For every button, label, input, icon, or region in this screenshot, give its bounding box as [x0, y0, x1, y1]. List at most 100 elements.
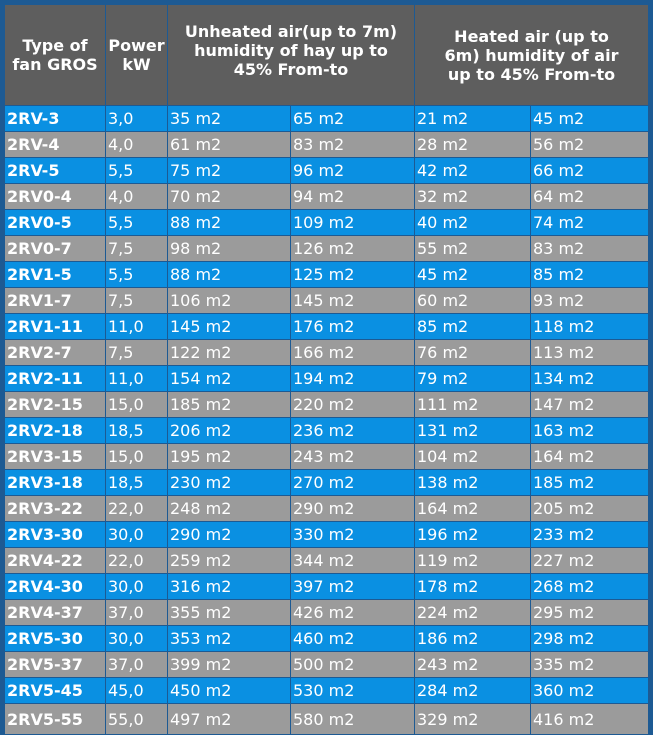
cell-unheated-to: 125 m2 [290, 261, 415, 288]
cell-heated-to: 56 m2 [529, 131, 650, 158]
table-row: 2RV4-22 22,0 259 m2 344 m2 119 m2 227 m2 [4, 547, 650, 574]
cell-unheated-from: 98 m2 [167, 235, 291, 262]
cell-heated-to: 163 m2 [529, 417, 650, 444]
header-type: Type of fan GROS [4, 4, 106, 106]
cell-unheated-from: 35 m2 [167, 105, 291, 132]
cell-unheated-to: 65 m2 [290, 105, 415, 132]
cell-power: 11,0 [105, 365, 168, 392]
fan-specs-table: Type of fan GROS Power kW Unheated air(u… [4, 4, 650, 735]
cell-type: 2RV-3 [4, 105, 106, 132]
cell-heated-from: 119 m2 [414, 547, 531, 574]
cell-heated-from: 329 m2 [414, 703, 531, 735]
table-row: 2RV0-5 5,5 88 m2 109 m2 40 m2 74 m2 [4, 209, 650, 236]
cell-heated-from: 138 m2 [414, 469, 531, 496]
cell-heated-to: 233 m2 [529, 521, 650, 548]
cell-type: 2RV3-22 [4, 495, 106, 522]
cell-power: 30,0 [105, 625, 168, 652]
cell-type: 2RV1-11 [4, 313, 106, 340]
cell-power: 37,0 [105, 651, 168, 678]
cell-power: 5,5 [105, 261, 168, 288]
cell-heated-from: 40 m2 [414, 209, 531, 236]
cell-power: 15,0 [105, 391, 168, 418]
cell-heated-to: 45 m2 [529, 105, 650, 132]
header-row: Type of fan GROS Power kW Unheated air(u… [4, 4, 650, 106]
cell-unheated-to: 83 m2 [290, 131, 415, 158]
cell-heated-from: 28 m2 [414, 131, 531, 158]
cell-power: 18,5 [105, 417, 168, 444]
cell-unheated-to: 236 m2 [290, 417, 415, 444]
cell-heated-to: 134 m2 [529, 365, 650, 392]
table-row: 2RV3-15 15,0 195 m2 243 m2 104 m2 164 m2 [4, 443, 650, 470]
cell-heated-to: 74 m2 [529, 209, 650, 236]
table-row: 2RV-5 5,5 75 m2 96 m2 42 m2 66 m2 [4, 157, 650, 184]
cell-unheated-from: 248 m2 [167, 495, 291, 522]
cell-unheated-from: 497 m2 [167, 703, 291, 735]
table-row: 2RV2-15 15,0 185 m2 220 m2 111 m2 147 m2 [4, 391, 650, 418]
cell-type: 2RV5-55 [4, 703, 106, 735]
cell-unheated-to: 460 m2 [290, 625, 415, 652]
cell-unheated-from: 450 m2 [167, 677, 291, 704]
cell-unheated-to: 109 m2 [290, 209, 415, 236]
cell-power: 55,0 [105, 703, 168, 735]
table-row: 2RV3-30 30,0 290 m2 330 m2 196 m2 233 m2 [4, 521, 650, 548]
cell-heated-to: 268 m2 [529, 573, 650, 600]
cell-heated-from: 45 m2 [414, 261, 531, 288]
cell-power: 7,5 [105, 235, 168, 262]
cell-unheated-from: 122 m2 [167, 339, 291, 366]
table-row: 2RV4-37 37,0 355 m2 426 m2 224 m2 295 m2 [4, 599, 650, 626]
table-row: 2RV1-5 5,5 88 m2 125 m2 45 m2 85 m2 [4, 261, 650, 288]
table-row: 2RV5-37 37,0 399 m2 500 m2 243 m2 335 m2 [4, 651, 650, 678]
cell-heated-to: 205 m2 [529, 495, 650, 522]
cell-type: 2RV-5 [4, 157, 106, 184]
cell-unheated-from: 61 m2 [167, 131, 291, 158]
table-row: 2RV1-7 7,5 106 m2 145 m2 60 m2 93 m2 [4, 287, 650, 314]
cell-heated-to: 335 m2 [529, 651, 650, 678]
cell-heated-to: 66 m2 [529, 157, 650, 184]
cell-heated-to: 295 m2 [529, 599, 650, 626]
cell-power: 5,5 [105, 209, 168, 236]
cell-unheated-to: 580 m2 [290, 703, 415, 735]
cell-type: 2RV1-7 [4, 287, 106, 314]
cell-unheated-to: 397 m2 [290, 573, 415, 600]
cell-unheated-from: 195 m2 [167, 443, 291, 470]
cell-heated-to: 147 m2 [529, 391, 650, 418]
cell-heated-from: 196 m2 [414, 521, 531, 548]
cell-heated-to: 227 m2 [529, 547, 650, 574]
cell-unheated-from: 399 m2 [167, 651, 291, 678]
cell-power: 22,0 [105, 547, 168, 574]
cell-unheated-from: 230 m2 [167, 469, 291, 496]
cell-type: 2RV0-5 [4, 209, 106, 236]
cell-power: 15,0 [105, 443, 168, 470]
cell-type: 2RV5-45 [4, 677, 106, 704]
cell-type: 2RV3-15 [4, 443, 106, 470]
cell-unheated-from: 88 m2 [167, 261, 291, 288]
table-row: 2RV-4 4,0 61 m2 83 m2 28 m2 56 m2 [4, 131, 650, 158]
cell-unheated-to: 330 m2 [290, 521, 415, 548]
cell-unheated-from: 259 m2 [167, 547, 291, 574]
cell-unheated-from: 206 m2 [167, 417, 291, 444]
cell-heated-from: 178 m2 [414, 573, 531, 600]
table-row: 2RV1-11 11,0 145 m2 176 m2 85 m2 118 m2 [4, 313, 650, 340]
cell-unheated-to: 145 m2 [290, 287, 415, 314]
cell-heated-to: 185 m2 [529, 469, 650, 496]
cell-unheated-from: 106 m2 [167, 287, 291, 314]
cell-unheated-from: 316 m2 [167, 573, 291, 600]
cell-power: 3,0 [105, 105, 168, 132]
cell-unheated-to: 176 m2 [290, 313, 415, 340]
cell-heated-from: 21 m2 [414, 105, 531, 132]
cell-power: 5,5 [105, 157, 168, 184]
cell-unheated-to: 220 m2 [290, 391, 415, 418]
cell-unheated-to: 166 m2 [290, 339, 415, 366]
cell-unheated-to: 194 m2 [290, 365, 415, 392]
cell-heated-to: 118 m2 [529, 313, 650, 340]
table-row: 2RV2-18 18,5 206 m2 236 m2 131 m2 163 m2 [4, 417, 650, 444]
table-row: 2RV3-22 22,0 248 m2 290 m2 164 m2 205 m2 [4, 495, 650, 522]
table-row: 2RV5-45 45,0 450 m2 530 m2 284 m2 360 m2 [4, 677, 650, 704]
cell-heated-to: 64 m2 [529, 183, 650, 210]
cell-type: 2RV2-18 [4, 417, 106, 444]
cell-power: 4,0 [105, 131, 168, 158]
cell-power: 4,0 [105, 183, 168, 210]
table-row: 2RV4-30 30,0 316 m2 397 m2 178 m2 268 m2 [4, 573, 650, 600]
cell-heated-to: 93 m2 [529, 287, 650, 314]
cell-heated-to: 298 m2 [529, 625, 650, 652]
